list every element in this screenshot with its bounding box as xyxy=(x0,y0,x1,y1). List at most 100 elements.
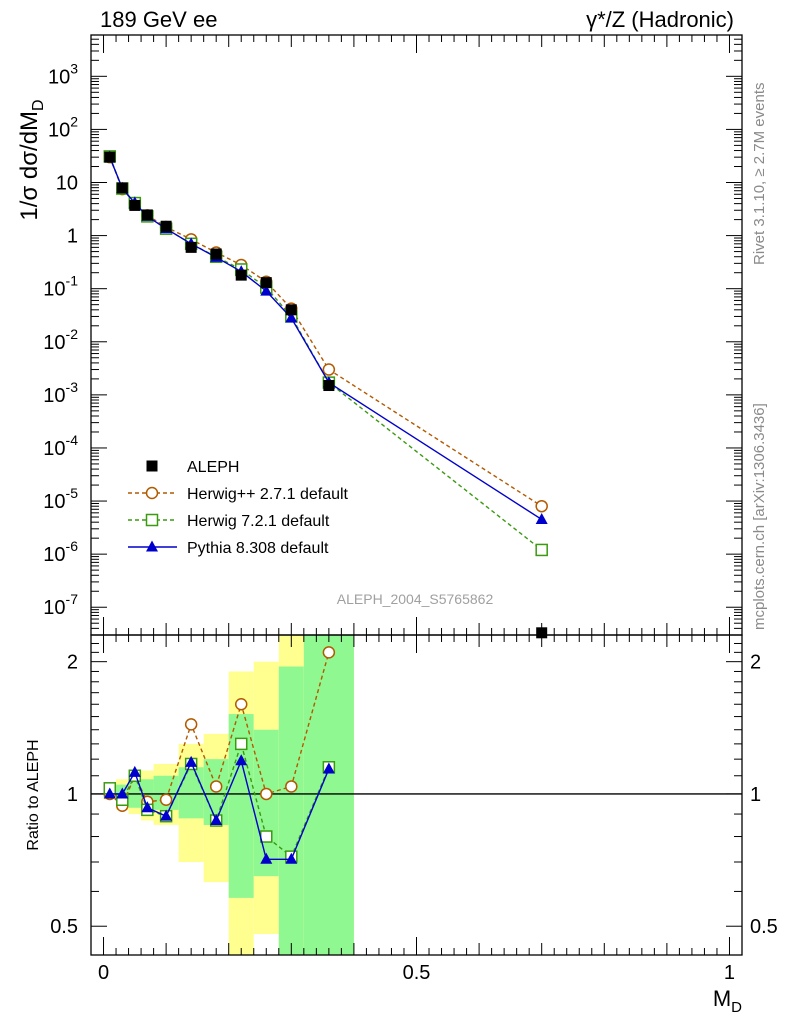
ratio-point-2-10 xyxy=(322,762,335,774)
ratio-plot-frame xyxy=(90,634,743,956)
ratio-point-2-5 xyxy=(185,755,198,767)
main-series-1 xyxy=(103,150,548,513)
ratio-point-2-7 xyxy=(235,754,248,766)
legend-marker-2 xyxy=(145,513,159,527)
ratio-point-0-4 xyxy=(159,793,173,807)
main-point-0-4 xyxy=(160,220,172,232)
legend-entry-3: Pythia 8.308 default xyxy=(128,540,329,557)
legend-label-2: Herwig 7.2.1 default xyxy=(187,513,330,530)
main-point-0-5 xyxy=(185,241,197,253)
xtick-label-2: 1 xyxy=(724,962,735,984)
ratio-point-0-8 xyxy=(260,787,273,801)
main-point-1-10 xyxy=(322,363,336,376)
legend-marker-3 xyxy=(146,540,158,552)
main-ytick-exp: 3 xyxy=(70,60,78,76)
watermark: ALEPH_2004_S5765862 xyxy=(337,591,494,607)
legend-label-0: ALEPH xyxy=(187,459,239,476)
main-ytick-label-8: 10 xyxy=(56,172,78,194)
ratio-point-2-0 xyxy=(103,787,116,799)
main-series-0 xyxy=(104,151,548,639)
ratio-point-2-6 xyxy=(210,814,223,826)
ratio-point-2-8 xyxy=(260,852,273,864)
ratio-point-1-8 xyxy=(260,830,273,843)
ratio-ytick-label-2: 2 xyxy=(67,652,78,674)
ratio-ytick-label-right-2: 2 xyxy=(750,652,761,674)
main-ytick-exp: -3 xyxy=(66,379,79,395)
main-point-0-2 xyxy=(129,199,141,211)
ratio-point-1-7 xyxy=(234,737,248,751)
legend-entry-0: ALEPH xyxy=(146,459,239,476)
legend-marker-0 xyxy=(146,460,158,472)
ratio-ytick-label-1: 1 xyxy=(67,784,78,806)
legend-label-1: Herwig++ 2.7.1 default xyxy=(187,486,349,503)
main-ytick-exp: -7 xyxy=(66,591,79,607)
ratio-series-line-1 xyxy=(109,741,330,858)
ratio-point-2-2 xyxy=(128,765,141,777)
main-ytick-exp: -5 xyxy=(66,485,79,501)
legend-entry-2: Herwig 7.2.1 default xyxy=(128,513,330,530)
ratio-point-2-4 xyxy=(160,809,173,821)
axes-ticks xyxy=(90,34,743,955)
legend-entry-1: Herwig++ 2.7.1 default xyxy=(128,486,349,503)
ratio-ylabel: Ratio to ALEPH xyxy=(25,739,42,850)
ratio-point-0-9 xyxy=(285,780,298,793)
xtick-label-1: 0.5 xyxy=(403,962,431,984)
main-point-3-8 xyxy=(260,284,273,296)
main-ytick-label-7: 1 xyxy=(67,226,78,248)
legend-label-3: Pythia 8.308 default xyxy=(187,540,329,557)
main-point-0-8 xyxy=(260,277,272,289)
main-ytick-label-1: 10-6 xyxy=(43,538,78,566)
ratio-point-2-9 xyxy=(285,852,298,864)
main-ylabel: 1/σ dσ/dMD xyxy=(16,99,47,220)
ratio-ytick-label-right-0: 0.5 xyxy=(750,916,778,938)
header-right: γ*/Z (Hadronic) xyxy=(586,7,734,32)
ratio-point-2-3 xyxy=(141,801,154,813)
plot-frames xyxy=(90,34,743,956)
main-ytick-label-0: 10-7 xyxy=(43,591,78,619)
xtick-label-0: 0 xyxy=(98,962,109,984)
header-left: 189 GeV ee xyxy=(100,7,217,32)
main-point-0-0 xyxy=(104,151,116,163)
legend-marker-1 xyxy=(145,486,159,500)
main-ytick-exp: -2 xyxy=(66,326,79,342)
ratio-point-0-7 xyxy=(234,698,248,711)
main-ytick-label-10: 103 xyxy=(48,60,78,88)
main-point-3-9 xyxy=(285,311,298,323)
legend: ALEPH Herwig++ 2.7.1 default Herwig 7.2.1 … xyxy=(128,459,349,557)
main-ytick-label-9: 102 xyxy=(48,113,78,141)
ratio-point-2-1 xyxy=(116,787,129,799)
band-inner-8 xyxy=(253,729,279,877)
main-point-0-10 xyxy=(323,380,335,392)
ratio-ytick-label-0: 0.5 xyxy=(50,916,78,938)
main-ytick-exp: -1 xyxy=(66,273,79,289)
main-series-line-1 xyxy=(109,156,543,507)
main-ytick-label-4: 10-3 xyxy=(43,379,78,407)
side-label-mcplots: mcplots.cern.ch [arXiv:1306.3436] xyxy=(751,403,768,630)
main-point-2-11 xyxy=(535,543,548,557)
main-point-0-9 xyxy=(285,304,297,316)
main-ytick-exp: 2 xyxy=(70,113,78,129)
main-point-0-6 xyxy=(210,248,222,260)
band-inner-9 xyxy=(278,666,304,955)
main-point-0-3 xyxy=(141,209,153,221)
main-ytick-label-2: 10-5 xyxy=(43,485,78,513)
main-ytick-label-5: 10-2 xyxy=(43,326,78,354)
side-label-rivet: Rivet 3.1.10, ≥ 2.7M events xyxy=(751,83,768,266)
series-layer xyxy=(103,150,548,864)
ratio-point-0-10 xyxy=(322,646,336,659)
main-point-1-11 xyxy=(535,499,548,513)
ratio-point-0-6 xyxy=(209,780,223,793)
main-point-0-11 xyxy=(536,627,548,639)
main-ytick-label-3: 10-4 xyxy=(43,432,78,460)
main-point-3-11 xyxy=(535,512,548,524)
main-series-3 xyxy=(103,150,548,524)
band-inner-10 xyxy=(303,635,354,955)
ratio-series-2 xyxy=(103,754,335,864)
ratio-point-0-5 xyxy=(184,718,198,731)
main-point-0-1 xyxy=(116,182,128,194)
main-ytick-label-6: 10-1 xyxy=(43,273,78,301)
labels: 189 GeV ee γ*/Z (Hadronic) ALEPH_2004_S5… xyxy=(16,7,778,1016)
ratio-ytick-label-right-1: 1 xyxy=(750,784,761,806)
main-ytick-exp: -4 xyxy=(66,432,79,448)
